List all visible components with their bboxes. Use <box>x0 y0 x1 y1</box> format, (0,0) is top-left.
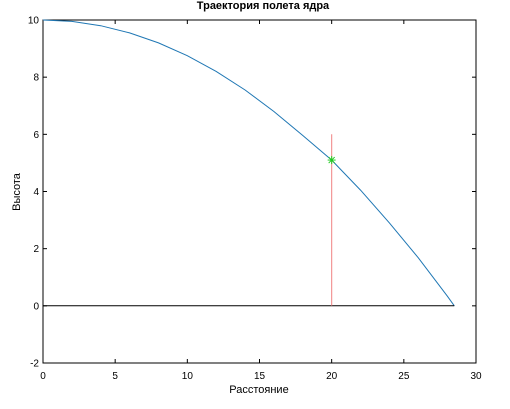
x-tick-label: 0 <box>40 371 46 382</box>
y-axis-label: Высота <box>11 172 23 211</box>
trajectory-line <box>42 19 455 307</box>
series-layer <box>42 19 455 307</box>
y-tick-label: -2 <box>30 359 39 370</box>
current-position-marker <box>327 156 336 165</box>
y-tick-label: 6 <box>33 130 39 141</box>
x-tick-label: 10 <box>182 371 194 382</box>
chart-title: Траектория полета ядра <box>197 0 330 12</box>
x-tick-label: 25 <box>398 371 410 382</box>
y-tick-label: 0 <box>33 301 39 312</box>
plot-area-frame <box>42 19 477 364</box>
y-tick-label: 4 <box>33 187 39 198</box>
x-tick-label: 15 <box>254 371 266 382</box>
x-tick-label: 20 <box>326 371 338 382</box>
y-tick-label: 2 <box>33 244 39 255</box>
y-tick-label: 10 <box>28 16 40 27</box>
x-tick-label: 30 <box>470 371 482 382</box>
x-axis-label: Расстояние <box>229 384 288 396</box>
x-tick-label: 5 <box>112 371 118 382</box>
y-tick-label: 8 <box>33 73 39 84</box>
